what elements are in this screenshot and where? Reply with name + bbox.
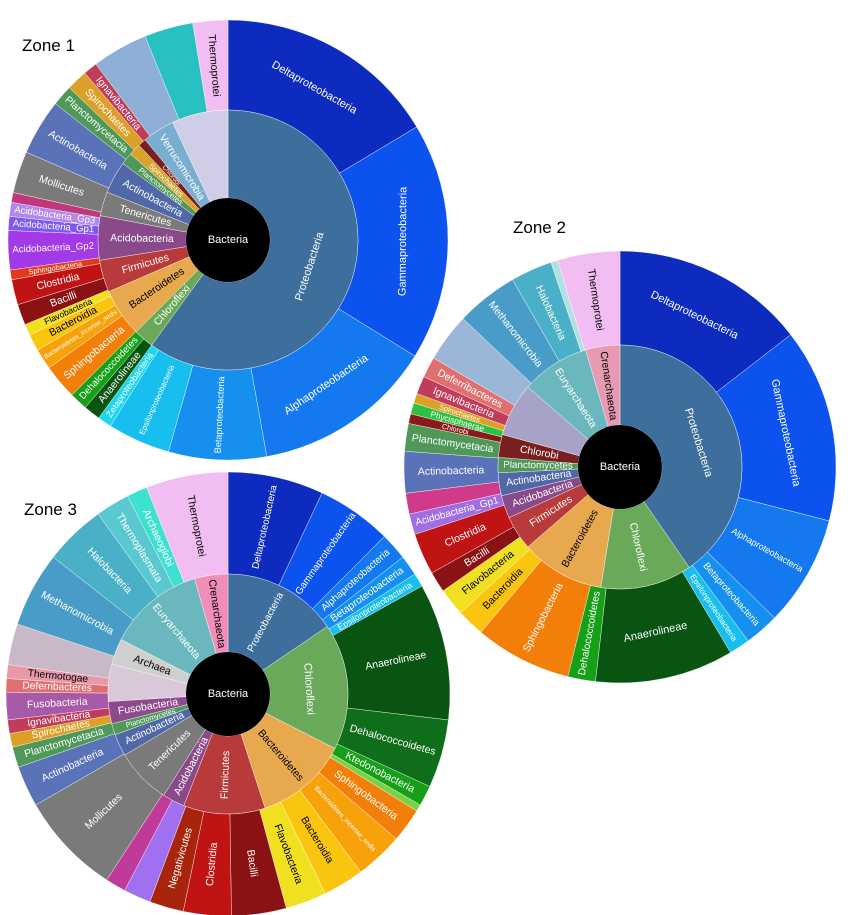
zone-1-title: Zone 1 xyxy=(22,36,75,55)
zone-3-inner-label-firmicutes: Firmicutes xyxy=(219,751,233,800)
zone-3-outer-label-bacilli: Bacilli xyxy=(244,849,260,878)
zone-3-inner-label-chloroflexi: Chloroflexi xyxy=(301,663,316,716)
zone-3-root-circle xyxy=(186,652,270,736)
zone-1-sunburst: DeltaproteobacteriaGammaproteobacteriaAl… xyxy=(7,19,449,461)
zone-1-root-circle xyxy=(186,198,270,282)
zone-3-root-label: Bacteria xyxy=(208,688,249,700)
zone-2-root-label: Bacteria xyxy=(600,461,641,473)
zone-3-outer-label-clostridia: Clostridia xyxy=(204,842,220,887)
zone-2-root-circle xyxy=(578,425,662,509)
zone-3-outer-label-deferribacteres: Deferribacteres xyxy=(22,680,92,694)
zone-1-outer-label-thermoprotei: Thermoprotei xyxy=(205,34,222,97)
zone-1-inner-label-acidobacteria: Acidobacteria xyxy=(110,232,174,245)
zone-2-title: Zone 2 xyxy=(513,218,566,237)
zone-1-outer-label-gammaproteobacteria: Gammaproteobacteria xyxy=(397,186,410,296)
zone-2-outer-label-actinobacteria: Actinobacteria xyxy=(418,464,485,478)
zone-3-outer-label-fusobacteria: Fusobacteria xyxy=(27,696,88,711)
zone-2-sunburst: DeltaproteobacteriaGammaproteobacteriaAl… xyxy=(403,250,837,684)
zone-1-outer-label-acidobacteria-gp2: Acidobacteria_Gp2 xyxy=(12,241,94,256)
zone-3-title: Zone 3 xyxy=(24,500,77,519)
zone-3-sunburst: Deltaproteobacteria GammaproteobacteriaAl… xyxy=(5,471,451,915)
zone-2-inner-label-planctomycetes: Planctomycetes xyxy=(503,460,573,472)
zone-1-outer-label-betaproteobacteria: Betaproteobacteria xyxy=(213,375,227,453)
zone-1-root-label: Bacteria xyxy=(208,234,249,246)
